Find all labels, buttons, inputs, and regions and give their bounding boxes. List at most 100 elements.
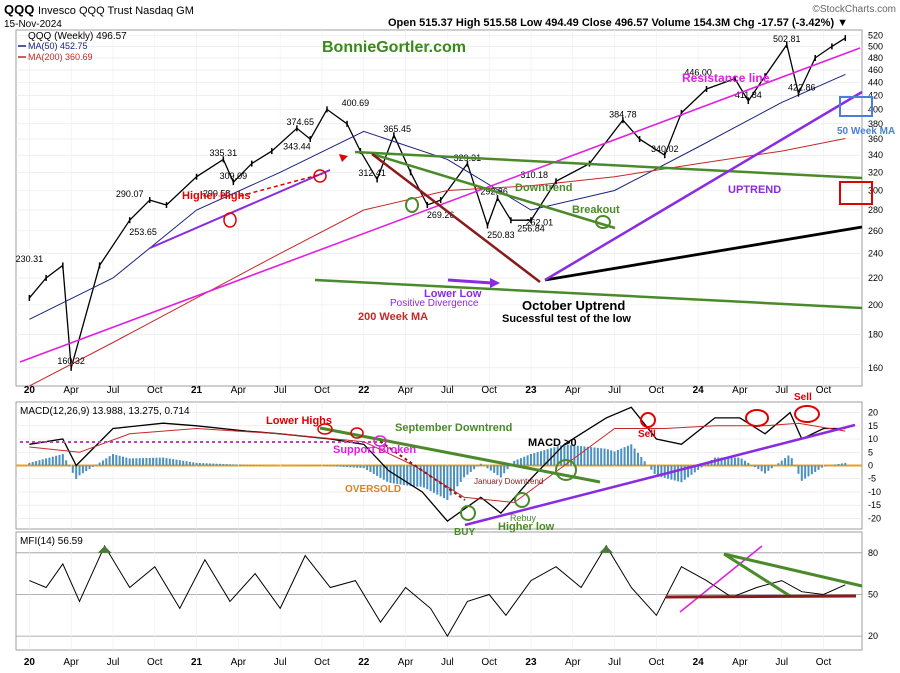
macd-histogram-bar — [71, 465, 74, 473]
axis-ticks: 1601802002202402602803003203403603804004… — [868, 30, 883, 641]
macd-y-tick-label: 10 — [868, 434, 878, 444]
macd-histogram-bar — [198, 462, 201, 466]
mfi-trendlines — [665, 545, 863, 613]
higher-highs-trendline — [149, 169, 331, 249]
macd-histogram-bar — [65, 460, 68, 466]
price-trendlines — [19, 47, 873, 363]
macd-histogram-bar — [135, 458, 138, 466]
price-y-tick-label: 280 — [868, 205, 883, 215]
price-data-label: 502.81 — [773, 34, 801, 44]
breakout-circle — [595, 215, 611, 229]
mfi-magenta-line — [679, 545, 763, 613]
red-downtrend-line — [371, 153, 541, 283]
macd-histogram-bar — [473, 465, 476, 470]
price-data-label: 230.31 — [16, 254, 44, 264]
macd-histogram-bar — [105, 458, 108, 466]
macd-histogram-bar — [573, 445, 576, 466]
macd-histogram-bar — [553, 447, 556, 466]
x-tick-label: Apr — [63, 385, 79, 396]
macd-y-tick-label: 0 — [868, 461, 873, 471]
price-y-tick-label: 500 — [868, 41, 883, 51]
macd-sell-circle-3 — [794, 405, 820, 423]
annotation-buy: BUY — [454, 527, 475, 538]
price-data-label: 365.45 — [383, 124, 411, 134]
macd-histogram-bar — [737, 457, 740, 466]
macd-histogram-bar — [603, 448, 606, 466]
price-y-tick-label: 260 — [868, 226, 883, 236]
macd-histogram-bar — [613, 451, 616, 466]
macd-histogram-bar — [533, 453, 536, 466]
x-tick-label: Oct — [649, 385, 665, 396]
legend-ma50: MA(50) 452.75 — [28, 41, 88, 51]
macd-histogram-bar — [824, 465, 827, 467]
macd-histogram-bar — [596, 447, 599, 466]
macd-y-tick-label: 20 — [868, 408, 878, 418]
copyright: ©StockCharts.com — [812, 4, 896, 15]
ma50-box — [839, 96, 873, 117]
macd-histogram-bar — [446, 465, 449, 500]
macd-histogram-bar — [101, 460, 104, 466]
macd-histogram-bar — [790, 458, 793, 466]
macd-histogram-bar — [566, 444, 569, 466]
macd-histogram-bar — [643, 461, 646, 466]
x-tick-label: 23 — [525, 657, 537, 668]
macd-zero-cross-circle — [555, 459, 577, 481]
september-downtrend-line — [319, 426, 601, 484]
mfi-y-tick-label: 50 — [868, 589, 878, 599]
macd-histogram-bar — [663, 465, 666, 478]
annotation-sell-2: Sell — [794, 392, 812, 403]
x-tick-label: Apr — [565, 385, 581, 396]
x-tick-label: Oct — [314, 657, 330, 668]
lower-green-trendline — [314, 278, 863, 310]
price-data-labels: 230.31 160.32 290.07 253.65 290.58 335.31 309.… — [16, 34, 816, 366]
macd-histogram-bar — [503, 465, 506, 474]
macd-histogram-bar — [466, 465, 469, 475]
macd-histogram-bar — [35, 461, 38, 466]
x-tick-label: Jul — [608, 657, 621, 668]
macd-histogram-bar — [75, 465, 78, 480]
macd-histogram-bar — [519, 458, 522, 466]
mfi-series-group — [29, 544, 846, 638]
macd-histogram-bar — [91, 465, 94, 467]
x-tick-label: Oct — [314, 385, 330, 396]
macd-histogram-bar — [212, 463, 215, 466]
macd-histogram-bar — [844, 462, 847, 466]
macd-histogram-bar — [172, 459, 175, 466]
annotation-support-broken: Support Broken — [333, 444, 416, 456]
x-tick-label: 20 — [24, 657, 36, 668]
x-tick-label: 22 — [358, 385, 370, 396]
macd-histogram-bar — [780, 460, 783, 466]
macd-histogram-bar — [483, 465, 486, 467]
macd-y-tick-label: 15 — [868, 421, 878, 431]
annotation-september-downtrend: September Downtrend — [395, 422, 512, 434]
macd-annotations: Lower Highs September Downtrend Support … — [266, 392, 812, 538]
price-series-group — [28, 35, 847, 387]
macd-histogram-bar — [399, 465, 402, 485]
macd-histogram-bar — [743, 460, 746, 466]
macd-histogram-bar — [38, 460, 41, 466]
macd-histogram-bar — [539, 451, 542, 466]
x-tick-label: 24 — [693, 385, 705, 396]
macd-histogram-bar — [28, 462, 31, 466]
macd-histogram-bar — [590, 447, 593, 466]
macd-histogram-bar — [162, 457, 165, 466]
macd-histogram-bar — [48, 457, 51, 466]
macd-histogram-bar — [45, 458, 48, 466]
annotation-lower-low: Lower Low — [424, 288, 482, 300]
annotation-resistance-line: Resistance line — [682, 71, 770, 85]
macd-histogram-bar — [770, 465, 773, 469]
watermark: BonnieGortler.com — [322, 39, 466, 56]
macd-histogram-bar — [620, 448, 623, 466]
price-y-tick-label: 160 — [868, 363, 883, 373]
header-name: Invesco QQQ Trust Nasdaq GM — [38, 5, 194, 17]
price-y-tick-label: 440 — [868, 77, 883, 87]
price-y-tick-label: 380 — [868, 119, 883, 129]
macd-histogram-bar — [493, 465, 496, 473]
macd-histogram-bar — [703, 464, 706, 466]
annotation-positive-divergence: Positive Divergence — [390, 298, 479, 309]
macd-histogram-bar — [777, 463, 780, 466]
price-y-tick-label: 460 — [868, 65, 883, 75]
macd-histogram-bar — [499, 465, 502, 478]
annotation-sell-1: Sell — [638, 429, 656, 440]
macd-histogram-bar — [379, 465, 382, 478]
